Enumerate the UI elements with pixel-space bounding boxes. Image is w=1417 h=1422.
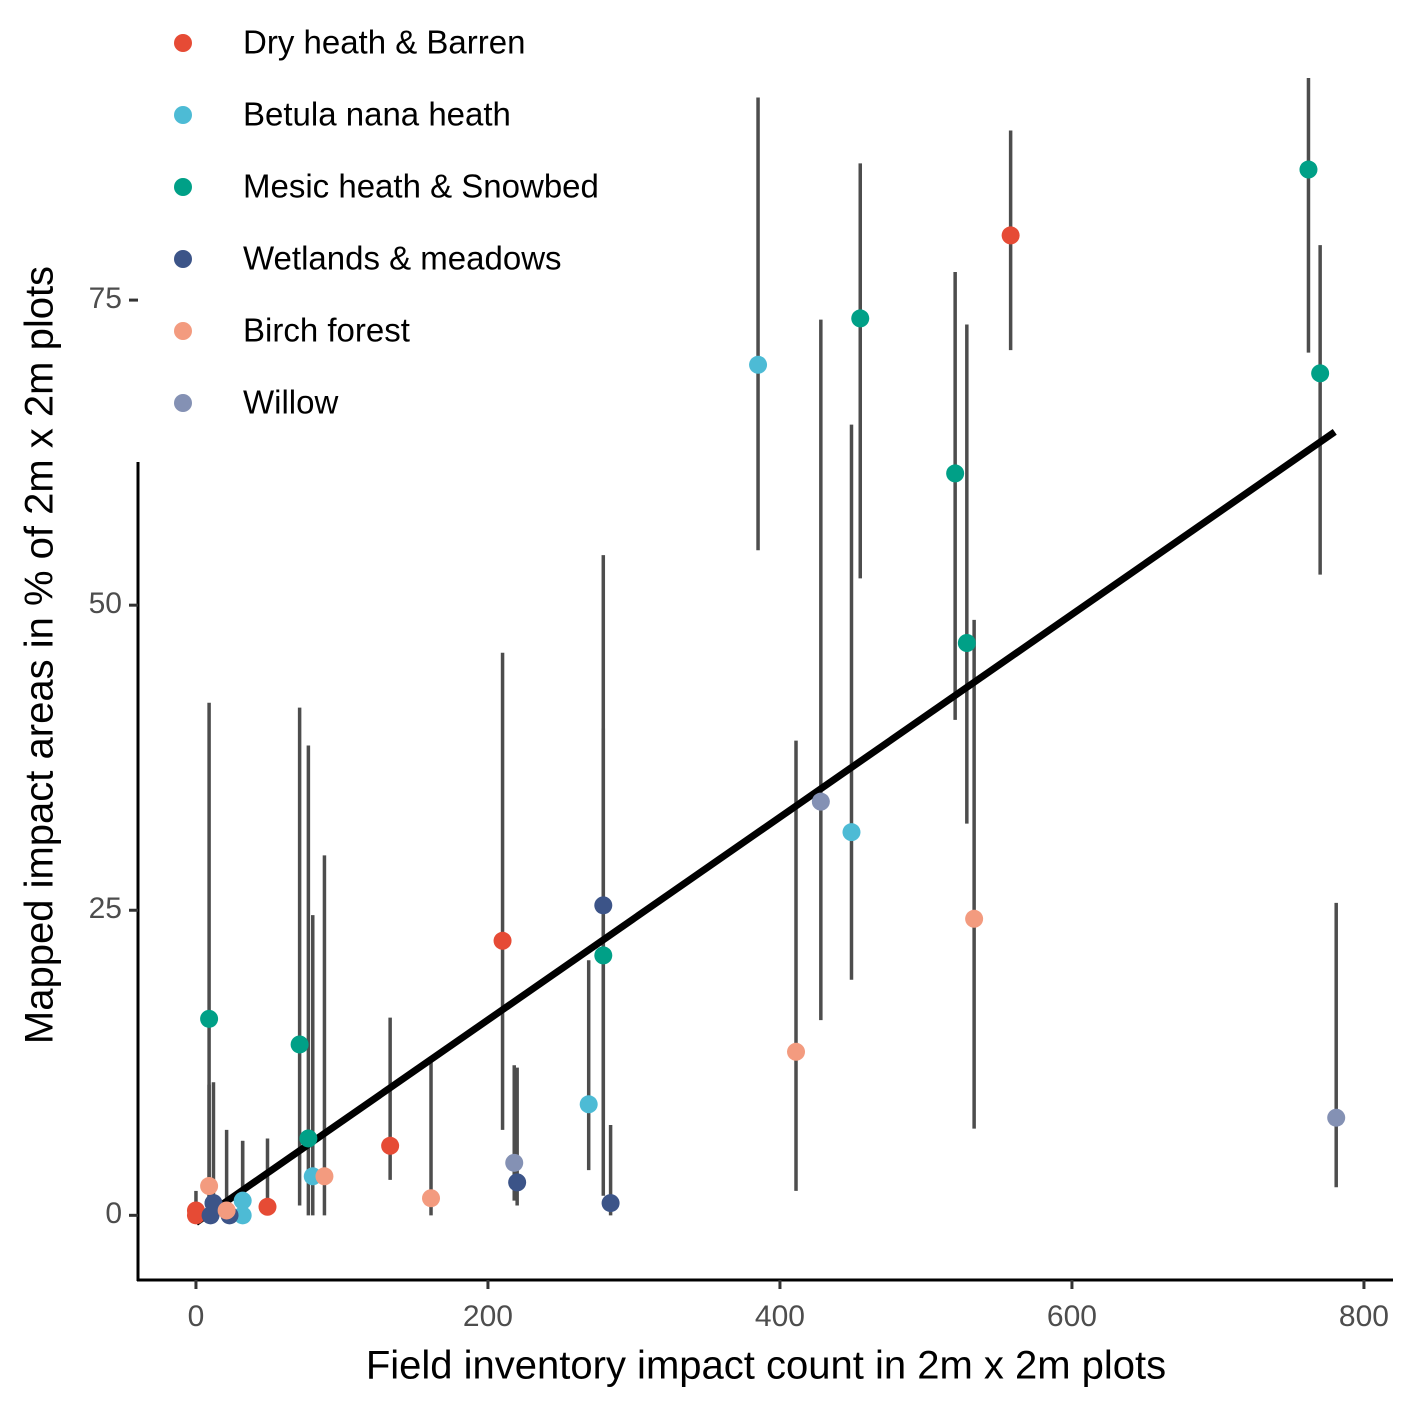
point — [1001, 226, 1020, 245]
point — [946, 464, 965, 483]
point — [381, 1136, 400, 1155]
point — [505, 1153, 524, 1172]
point — [594, 896, 613, 915]
legend-label: Mesic heath & Snowbed — [243, 168, 599, 205]
legend-swatch — [174, 34, 192, 52]
legend-background — [160, 15, 660, 440]
legend-label: Dry heath & Barren — [243, 24, 525, 61]
y-tick-label: 75 — [89, 282, 122, 315]
y-axis-title: Mapped impact areas in % of 2m x 2m plot… — [18, 266, 62, 1044]
point — [594, 946, 613, 965]
point — [217, 1201, 236, 1220]
point — [233, 1206, 252, 1225]
legend-swatch — [174, 106, 192, 124]
point — [186, 1206, 205, 1225]
legend-swatch — [174, 250, 192, 268]
point — [200, 1009, 219, 1028]
x-axis-title: Field inventory impact count in 2m x 2m … — [366, 1344, 1166, 1388]
point — [508, 1173, 527, 1192]
fit-line — [193, 429, 1337, 1226]
point — [315, 1167, 334, 1186]
point — [200, 1177, 219, 1196]
y-tick-label: 25 — [89, 892, 122, 925]
x-tick-label: 400 — [755, 1300, 805, 1333]
point — [842, 823, 861, 842]
legend-label: Birch forest — [243, 312, 410, 349]
point — [290, 1035, 309, 1054]
point — [422, 1189, 441, 1208]
point — [579, 1095, 598, 1114]
point — [787, 1042, 806, 1061]
point — [957, 634, 976, 653]
legend-label: Wetlands & meadows — [243, 240, 562, 277]
y-tick-label: 50 — [89, 587, 122, 620]
point — [811, 792, 830, 811]
legend-label: Betula nana heath — [243, 96, 511, 133]
point — [201, 1206, 220, 1225]
point — [1299, 160, 1318, 179]
point — [493, 931, 512, 950]
point — [1327, 1108, 1346, 1127]
point — [258, 1197, 277, 1216]
point — [1311, 364, 1330, 383]
point — [299, 1129, 318, 1148]
point — [233, 1191, 252, 1210]
legend-swatch — [174, 322, 192, 340]
x-tick-label: 200 — [463, 1300, 513, 1333]
x-tick-label: 800 — [1339, 1300, 1389, 1333]
point — [851, 309, 870, 328]
legend-label: Willow — [243, 384, 338, 421]
x-tick-label: 0 — [188, 1300, 205, 1333]
y-tick-label: 0 — [105, 1197, 122, 1230]
point — [965, 909, 984, 928]
point — [601, 1194, 620, 1213]
legend-swatch — [174, 394, 192, 412]
x-tick-label: 600 — [1047, 1300, 1097, 1333]
point — [749, 355, 768, 374]
legend-swatch — [174, 178, 192, 196]
